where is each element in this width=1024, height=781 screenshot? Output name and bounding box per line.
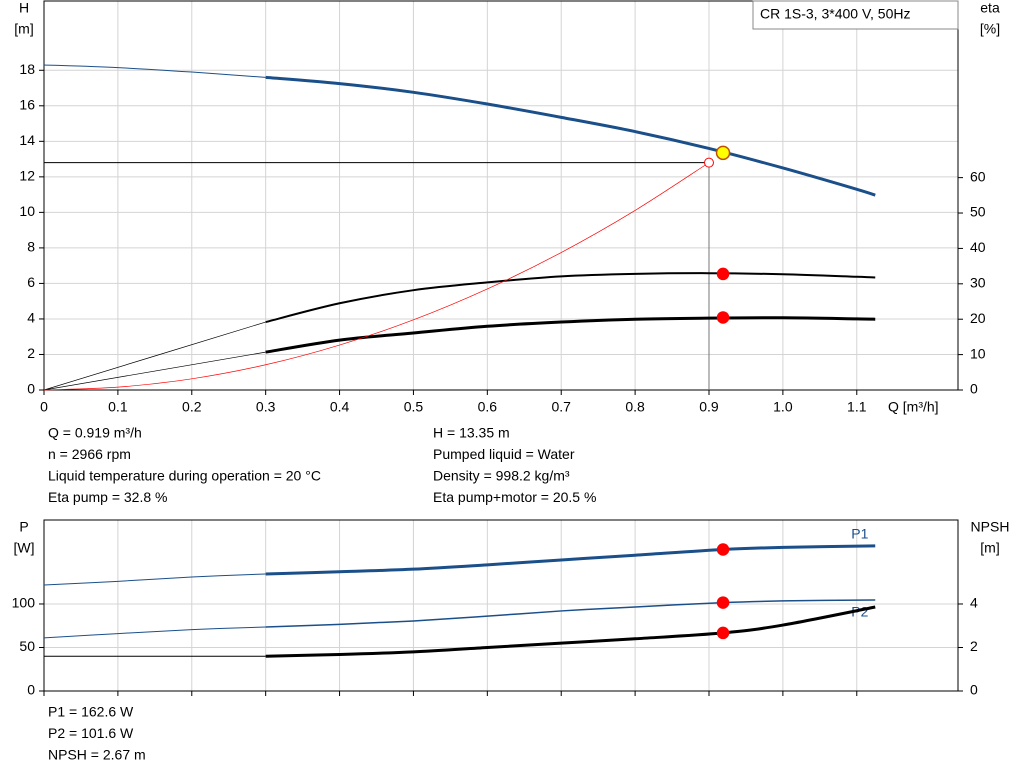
y-tick-label: 8	[27, 239, 35, 255]
x-tick-label: 0.2	[182, 399, 202, 415]
curve-label: P2	[851, 604, 868, 620]
info-text: Q = 0.919 m³/h	[48, 425, 142, 441]
duty-point	[716, 543, 730, 556]
info-text: Density = 998.2 kg/m³	[433, 468, 570, 484]
info-text: n = 2966 rpm	[48, 446, 131, 462]
info-text: P2 = 101.6 W	[48, 725, 134, 741]
curve	[43, 351, 266, 391]
x-tick-label: 0	[40, 399, 48, 415]
x-tick-label: 0.4	[330, 399, 350, 415]
y-axis-label: [W]	[14, 540, 35, 556]
x-tick-label: 0.9	[699, 399, 719, 415]
info-text: Liquid temperature during operation = 20…	[48, 468, 321, 484]
info-text: Pumped liquid = Water	[433, 446, 575, 462]
y2-tick-label: 0	[970, 682, 978, 698]
x-axis-label: Q [m³/h]	[888, 399, 939, 415]
curve	[43, 162, 710, 391]
x-tick-label: 0.5	[404, 399, 424, 415]
curve	[265, 316, 876, 354]
info-text: H = 13.35 m	[433, 425, 510, 441]
y-tick-label: 100	[12, 595, 36, 611]
curve	[265, 605, 876, 658]
info-text: NPSH = 2.67 m	[48, 747, 146, 763]
y2-tick-label: 10	[970, 345, 986, 361]
y2-tick-label: 0	[970, 381, 978, 397]
x-tick-label: 1.1	[847, 399, 867, 415]
y-tick-label: 10	[19, 203, 35, 219]
y-tick-label: 16	[19, 97, 35, 113]
x-tick-label: 0.6	[478, 399, 498, 415]
x-tick-label: 0.1	[108, 399, 128, 415]
curve	[43, 64, 266, 78]
y-axis-label: P	[19, 519, 28, 535]
y-tick-label: 50	[19, 638, 35, 654]
y2-axis-label: [%]	[980, 21, 1000, 37]
duty-point	[716, 626, 730, 640]
duty-point	[716, 267, 730, 281]
info-text: P1 = 162.6 W	[48, 704, 134, 720]
y2-tick-label: 50	[970, 204, 986, 220]
y-tick-label: 4	[27, 310, 35, 326]
curve	[43, 573, 266, 586]
plot-frame	[43, 519, 959, 692]
y2-tick-label: 60	[970, 168, 986, 184]
curve	[43, 626, 266, 639]
x-tick-label: 0.8	[625, 399, 645, 415]
curve	[265, 75, 876, 197]
y2-axis-label: NPSH	[971, 519, 1010, 535]
info-text: Eta pump = 32.8 %	[48, 489, 167, 505]
y-tick-label: 14	[19, 132, 35, 148]
curve-label: P1	[851, 526, 868, 542]
x-tick-label: 0.3	[256, 399, 276, 415]
y-tick-label: 6	[27, 274, 35, 290]
curve	[265, 544, 876, 576]
y2-axis-label: eta	[980, 0, 1000, 16]
chart-title: CR 1S-3, 3*400 V, 50Hz	[760, 6, 910, 22]
curve	[43, 321, 266, 391]
plot-frame	[43, 0, 959, 391]
title-box	[752, 0, 959, 30]
y-axis-label: [m]	[14, 21, 33, 37]
guide-marker	[703, 157, 714, 168]
y-tick-label: 0	[27, 682, 35, 698]
y-axis-label: H	[19, 0, 29, 16]
y2-tick-label: 2	[970, 638, 978, 654]
duty-point	[716, 311, 730, 324]
info-text: Eta pump+motor = 20.5 %	[433, 489, 596, 505]
x-tick-label: 1.0	[773, 399, 793, 415]
y2-tick-label: 20	[970, 310, 986, 326]
y-tick-label: 12	[19, 168, 35, 184]
y2-tick-label: 4	[970, 595, 978, 611]
curve	[265, 599, 876, 628]
y2-tick-label: 40	[970, 239, 986, 255]
y-tick-label: 0	[27, 381, 35, 397]
y2-axis-label: [m]	[980, 540, 999, 556]
y-tick-label: 2	[27, 345, 35, 361]
duty-point	[716, 596, 730, 609]
y-tick-label: 18	[19, 61, 35, 77]
duty-point	[715, 145, 731, 161]
curve	[265, 272, 876, 324]
y2-tick-label: 30	[970, 275, 986, 291]
x-tick-label: 0.7	[551, 399, 571, 415]
